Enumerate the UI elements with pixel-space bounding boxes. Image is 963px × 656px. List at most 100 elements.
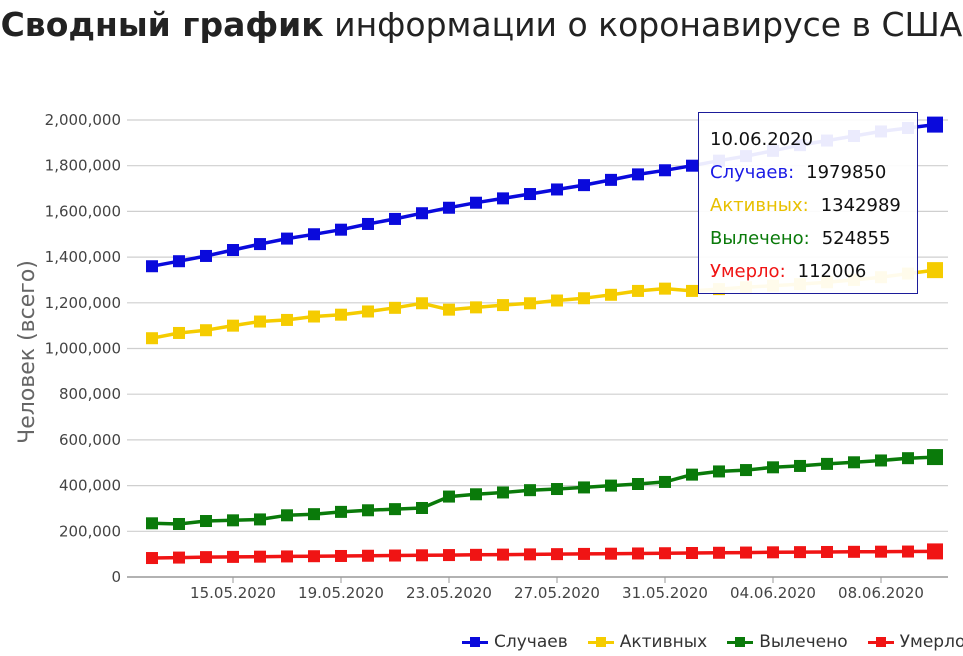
data-point-active[interactable] <box>524 297 536 310</box>
data-point-recovered[interactable] <box>497 486 509 499</box>
data-point-cases[interactable] <box>605 173 617 186</box>
data-point-recovered[interactable] <box>146 517 158 530</box>
data-point-recovered[interactable] <box>686 468 698 481</box>
data-point-recovered[interactable] <box>902 452 914 465</box>
data-point-recovered[interactable] <box>173 517 185 530</box>
data-point-recovered[interactable] <box>254 513 266 526</box>
data-point-recovered[interactable] <box>659 475 671 488</box>
data-point-active[interactable] <box>470 301 482 314</box>
data-point-active[interactable] <box>578 292 590 305</box>
data-point-recovered[interactable] <box>794 459 806 472</box>
data-point-deaths[interactable] <box>605 547 617 560</box>
data-point-active[interactable] <box>605 288 617 301</box>
data-point-deaths[interactable] <box>443 549 455 562</box>
data-point-recovered[interactable] <box>389 503 401 516</box>
data-point-active[interactable] <box>200 324 212 337</box>
data-point-deaths[interactable] <box>416 549 428 562</box>
data-point-cases[interactable] <box>362 217 374 230</box>
data-point-deaths[interactable] <box>848 545 860 558</box>
data-point-deaths[interactable] <box>927 543 943 560</box>
legend-item-cases[interactable]: Случаев <box>462 632 568 652</box>
data-point-deaths[interactable] <box>470 548 482 561</box>
data-point-recovered[interactable] <box>578 481 590 494</box>
data-point-deaths[interactable] <box>659 547 671 560</box>
data-point-cases[interactable] <box>389 212 401 225</box>
data-point-cases[interactable] <box>551 183 563 196</box>
data-point-deaths[interactable] <box>173 551 185 564</box>
data-point-active[interactable] <box>389 301 401 314</box>
data-point-deaths[interactable] <box>875 545 887 558</box>
data-point-active[interactable] <box>416 297 428 310</box>
data-point-active[interactable] <box>659 282 671 295</box>
data-point-deaths[interactable] <box>767 546 779 559</box>
data-point-recovered[interactable] <box>308 508 320 521</box>
data-point-recovered[interactable] <box>551 483 563 496</box>
data-point-recovered[interactable] <box>927 449 943 466</box>
data-point-active[interactable] <box>308 310 320 323</box>
data-point-active[interactable] <box>686 284 698 297</box>
data-point-recovered[interactable] <box>821 457 833 470</box>
data-point-cases[interactable] <box>173 255 185 268</box>
legend-item-recovered[interactable]: Вылечено <box>727 632 848 652</box>
data-point-recovered[interactable] <box>740 464 752 477</box>
data-point-deaths[interactable] <box>551 548 563 561</box>
data-point-cases[interactable] <box>632 168 644 181</box>
data-point-deaths[interactable] <box>740 546 752 559</box>
data-point-deaths[interactable] <box>632 547 644 560</box>
data-point-deaths[interactable] <box>281 550 293 563</box>
data-point-cases[interactable] <box>443 201 455 214</box>
data-point-cases[interactable] <box>927 116 943 133</box>
data-point-deaths[interactable] <box>146 552 158 565</box>
data-point-cases[interactable] <box>227 244 239 257</box>
data-point-active[interactable] <box>254 315 266 328</box>
data-point-cases[interactable] <box>497 192 509 205</box>
data-point-active[interactable] <box>146 332 158 345</box>
data-point-cases[interactable] <box>686 159 698 172</box>
data-point-deaths[interactable] <box>227 550 239 563</box>
data-point-active[interactable] <box>227 319 239 332</box>
data-point-cases[interactable] <box>524 188 536 201</box>
data-point-cases[interactable] <box>281 232 293 245</box>
legend-item-deaths[interactable]: Умерло <box>867 632 963 652</box>
data-point-recovered[interactable] <box>632 478 644 491</box>
data-point-active[interactable] <box>497 299 509 312</box>
data-point-deaths[interactable] <box>578 547 590 560</box>
data-point-recovered[interactable] <box>524 484 536 497</box>
data-point-cases[interactable] <box>146 260 158 273</box>
data-point-cases[interactable] <box>308 228 320 241</box>
data-point-recovered[interactable] <box>335 505 347 518</box>
data-point-active[interactable] <box>927 262 943 279</box>
data-point-deaths[interactable] <box>821 545 833 558</box>
legend-item-active[interactable]: Активных <box>587 632 707 652</box>
data-point-recovered[interactable] <box>227 514 239 527</box>
data-point-deaths[interactable] <box>362 549 374 562</box>
data-point-recovered[interactable] <box>875 454 887 467</box>
data-point-deaths[interactable] <box>713 546 725 559</box>
data-point-deaths[interactable] <box>200 551 212 564</box>
data-point-deaths[interactable] <box>902 545 914 558</box>
data-point-deaths[interactable] <box>335 549 347 562</box>
data-point-cases[interactable] <box>416 207 428 220</box>
data-point-recovered[interactable] <box>713 465 725 478</box>
data-point-deaths[interactable] <box>308 550 320 563</box>
data-point-deaths[interactable] <box>254 550 266 563</box>
data-point-active[interactable] <box>173 326 185 339</box>
data-point-cases[interactable] <box>335 223 347 236</box>
data-point-recovered[interactable] <box>200 515 212 528</box>
data-point-cases[interactable] <box>200 249 212 262</box>
data-point-deaths[interactable] <box>686 547 698 560</box>
data-point-active[interactable] <box>632 284 644 297</box>
data-point-cases[interactable] <box>470 196 482 209</box>
data-point-active[interactable] <box>443 303 455 316</box>
data-point-recovered[interactable] <box>281 509 293 522</box>
data-point-active[interactable] <box>551 294 563 307</box>
data-point-active[interactable] <box>335 308 347 321</box>
data-point-recovered[interactable] <box>470 488 482 501</box>
data-point-cases[interactable] <box>659 164 671 177</box>
data-point-deaths[interactable] <box>524 548 536 561</box>
data-point-recovered[interactable] <box>362 504 374 517</box>
data-point-cases[interactable] <box>578 179 590 192</box>
data-point-recovered[interactable] <box>605 479 617 492</box>
data-point-recovered[interactable] <box>767 461 779 474</box>
data-point-recovered[interactable] <box>416 501 428 514</box>
